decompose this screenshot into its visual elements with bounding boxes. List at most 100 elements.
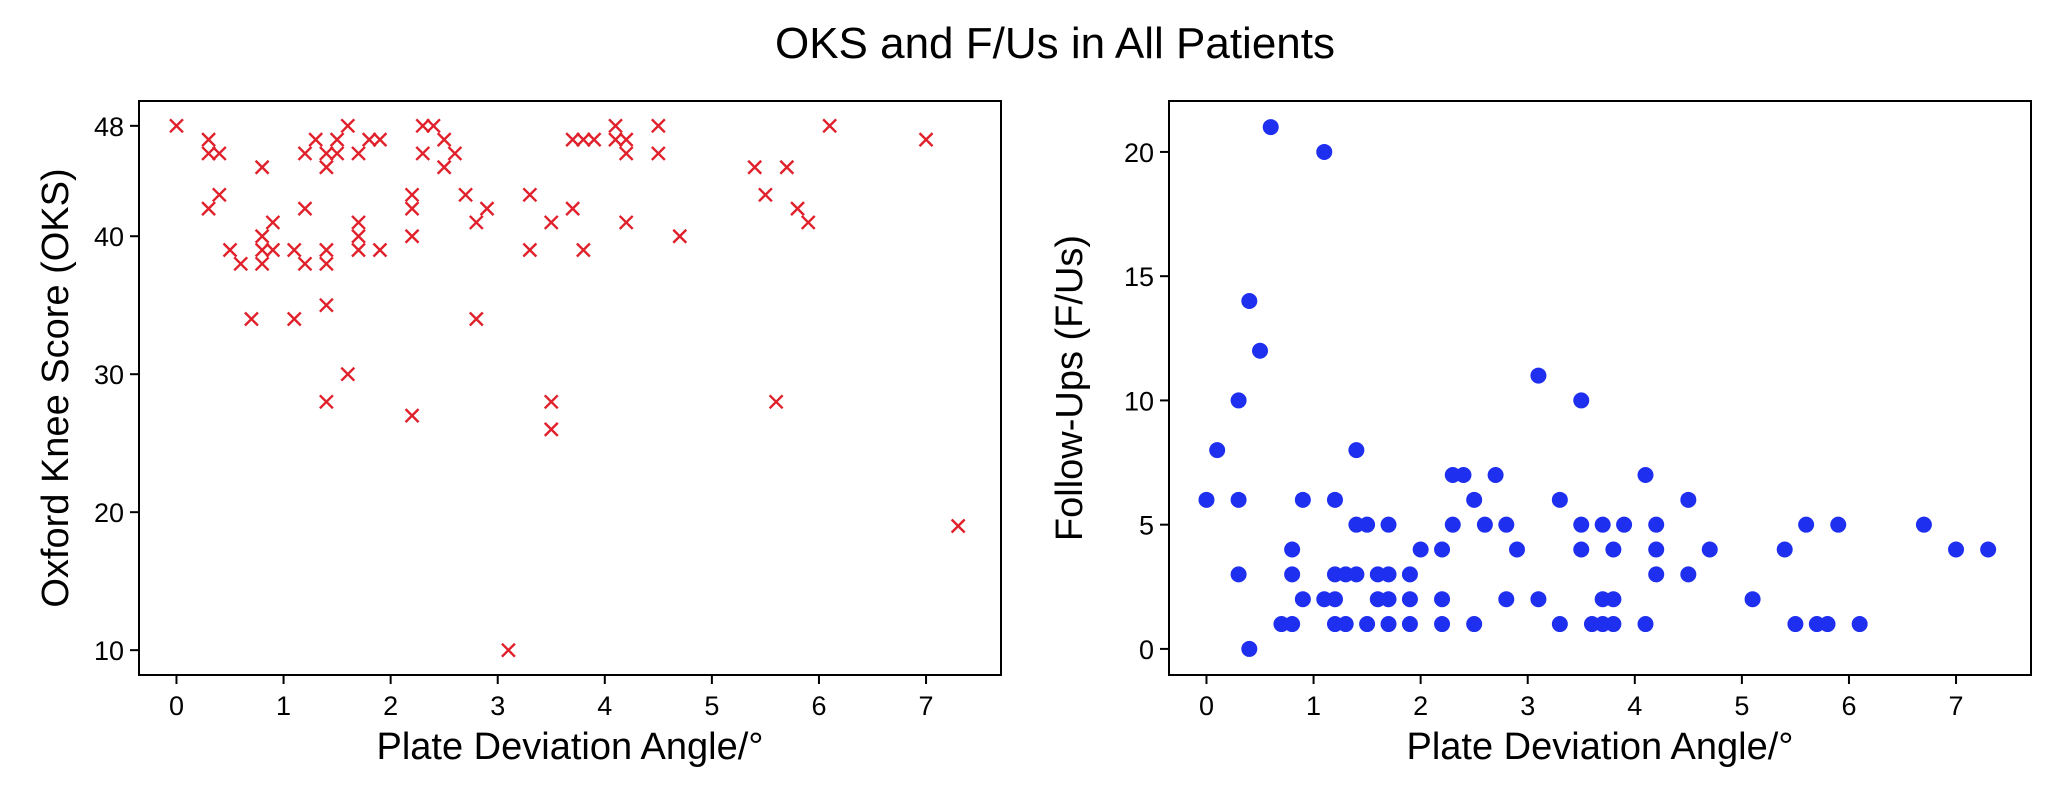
oks-data-point [415,146,431,161]
oks-data-point [576,242,591,258]
oks-data-point [297,146,313,161]
followups-data-point [1284,616,1301,633]
followups-data-point [1830,516,1847,533]
oks-data-point [351,228,366,244]
oks-data-point [372,242,388,258]
oks-data-point [265,242,281,258]
oks-data-point [672,228,688,244]
oks-data-point [565,201,581,216]
oks-data-point [468,311,484,327]
followups-y-axis-label: Follow-Ups (F/Us) [1049,235,1091,541]
followups-data-point [1948,541,1965,558]
oks-data-point [650,118,666,134]
oks-data-point [447,146,463,161]
followups-data-point [1798,516,1815,533]
followups-y-tick-label: 5 [1139,511,1154,541]
followups-data-point [1637,466,1654,483]
oks-data-point [404,187,420,203]
oks-data-point [543,394,559,410]
followups-data-point [1701,541,1718,558]
oks-data-point [618,146,634,161]
oks-y-tick-label: 40 [94,222,124,252]
followups-data-point [1648,516,1665,533]
followups-data-point [1359,616,1376,633]
oks-data-point [436,159,452,175]
followups-data-point [1412,541,1429,558]
followups-data-point [1594,516,1611,533]
followups-data-point [1401,616,1418,633]
oks-data-point [404,408,420,423]
oks-data-point [458,187,473,203]
oks-data-point [297,256,313,272]
oks-data-point [372,132,388,147]
followups-data-point [1530,591,1547,608]
followups-data-point [1380,566,1397,583]
followups-data-point [1573,392,1590,409]
followups-data-point [1648,541,1665,558]
followups-data-point [1573,541,1590,558]
oks-y-tick-label: 30 [94,360,124,390]
followups-data-point [1605,591,1622,608]
followups-data-point [1326,591,1343,608]
oks-data-point [201,201,216,216]
followups-y-tick-label: 10 [1124,386,1154,416]
followups-data-point [1787,616,1804,633]
oks-data-point [286,242,302,258]
followups-data-point [1466,616,1483,633]
followups-data-point [1487,466,1504,483]
oks-data-point [650,146,666,161]
followups-data-point [1209,442,1226,459]
followups-x-axis-label: Plate Deviation Angle/° [1407,726,1794,768]
oks-scatter-panel: 0 1 2 3 4 5 6 7 10 20 30 40 48 Plate Deviation Angle… [35,100,1002,768]
followups-data-point [1851,616,1868,633]
followups-data-point [1262,119,1279,136]
followups-data-point [1348,566,1365,583]
oks-data-point [768,394,784,410]
oks-data-point [169,118,184,134]
followups-data-point [1530,367,1547,384]
followups-data-point [1230,566,1247,583]
oks-data-point [779,159,795,175]
followups-data-point [1401,591,1418,608]
followups-data-point [1605,616,1622,633]
oks-data-point [329,146,345,161]
followups-data-point [1401,566,1418,583]
followups-y-tick-label: 0 [1139,635,1154,665]
followups-data-point [1348,442,1365,459]
followups-data-point [1230,491,1247,508]
followups-data-point [1316,143,1333,160]
oks-data-point [254,242,270,258]
oks-data-point [361,132,377,147]
oks-data-point [426,118,441,134]
oks-data-point [800,215,816,230]
oks-data-point [822,118,838,134]
followups-data-point [1616,516,1633,533]
oks-data-point [254,228,270,244]
oks-data-point [522,187,538,203]
oks-data-point [340,366,356,382]
oks-data-point [404,201,420,216]
oks-data-point [618,132,634,147]
followups-x-tick-label: 5 [1734,691,1749,721]
oks-data-point [222,242,238,258]
followups-data-point [1551,616,1568,633]
oks-y-tick-label: 48 [94,112,124,142]
oks-data-point [565,132,581,147]
followups-data-point [1434,591,1451,608]
oks-data-point [586,132,602,147]
followups-data-point [1573,516,1590,533]
oks-data-point [618,215,634,230]
followups-x-tick-label: 3 [1520,691,1535,721]
followups-ticks: 0 1 2 3 4 5 6 7 0 5 10 15 20 [1124,138,1964,721]
oks-x-tick-label: 3 [490,691,505,721]
followups-data-point [1819,616,1836,633]
followups-data-point [1744,591,1761,608]
oks-data-point [308,132,324,147]
followups-data-point [1476,516,1493,533]
oks-data-point [319,297,334,313]
oks-data-point [319,146,334,161]
oks-data-point [201,132,216,147]
oks-data-point [201,146,216,161]
followups-data-point [1915,516,1932,533]
followups-data-point [1455,466,1472,483]
